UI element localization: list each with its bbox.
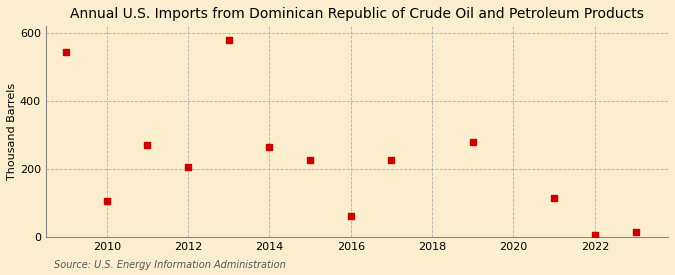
Point: [223, 38, 234, 42]
Y-axis label: Thousand Barrels: Thousand Barrels: [7, 83, 17, 180]
Point: [630, 229, 641, 234]
Point: [467, 139, 478, 144]
Point: [549, 196, 560, 200]
Title: Annual U.S. Imports from Dominican Republic of Crude Oil and Petroleum Products: Annual U.S. Imports from Dominican Repub…: [70, 7, 644, 21]
Point: [386, 158, 397, 163]
Point: [304, 158, 315, 163]
Point: [183, 165, 194, 169]
Point: [142, 143, 153, 147]
Point: [346, 214, 356, 219]
Point: [589, 233, 600, 237]
Point: [61, 50, 72, 54]
Point: [264, 145, 275, 149]
Point: [101, 199, 112, 203]
Text: Source: U.S. Energy Information Administration: Source: U.S. Energy Information Administ…: [54, 260, 286, 270]
